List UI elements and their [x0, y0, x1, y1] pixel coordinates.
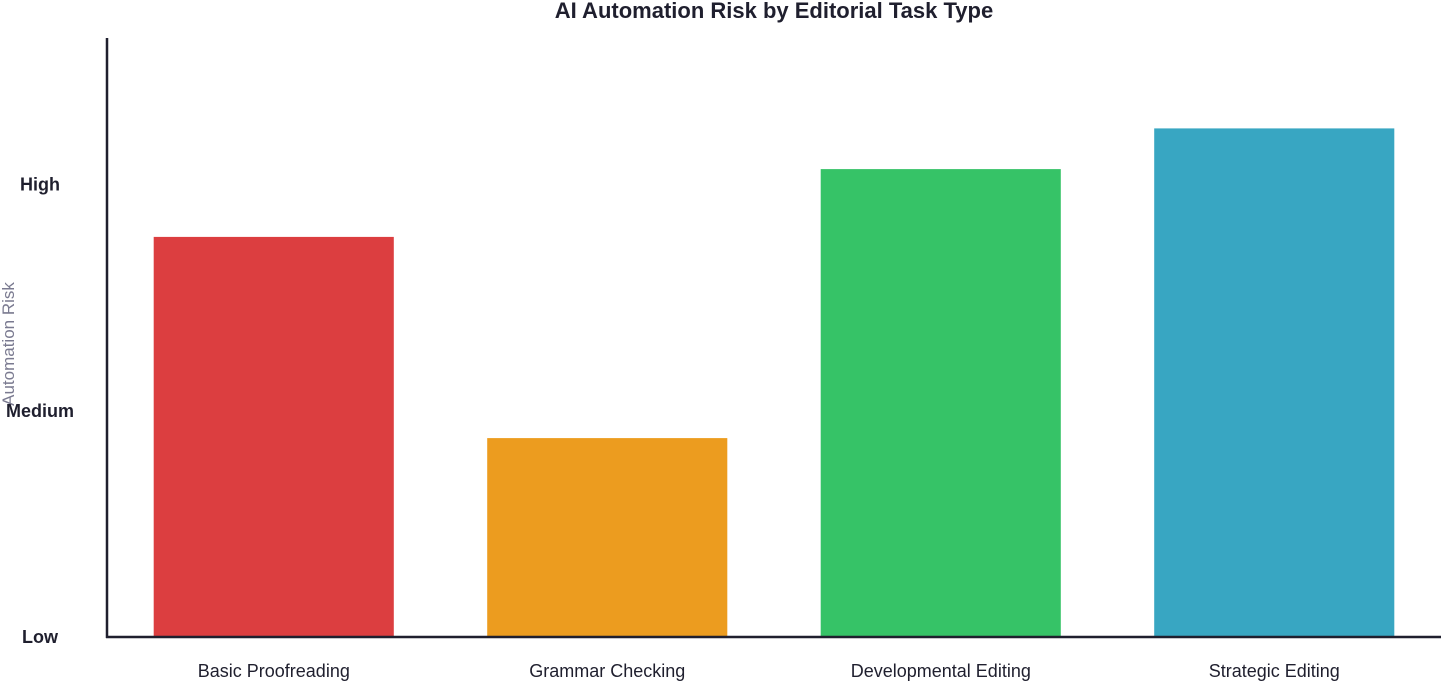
- y-tick-label: High: [20, 175, 60, 195]
- bar-basic-proofreading: [153, 236, 394, 637]
- x-tick-labels: Basic Proofreading Grammar Checking Develo…: [198, 661, 1340, 681]
- x-tick-label: Basic Proofreading: [198, 661, 350, 681]
- x-tick-label: Developmental Editing: [851, 661, 1031, 681]
- x-tick-label: Strategic Editing: [1209, 661, 1340, 681]
- y-tick-label: Low: [22, 627, 59, 647]
- y-axis-label: Automation Risk: [0, 282, 18, 406]
- y-tick-label: Medium: [6, 401, 74, 421]
- bar-developmental-editing: [820, 169, 1061, 637]
- x-tick-label: Grammar Checking: [529, 661, 685, 681]
- y-tick-labels: Low Medium High: [6, 175, 74, 647]
- bars-group: [153, 128, 1395, 637]
- chart-title: AI Automation Risk by Editorial Task Typ…: [555, 0, 993, 23]
- bar-strategic-editing: [1154, 128, 1395, 637]
- bar-grammar-checking: [487, 438, 728, 637]
